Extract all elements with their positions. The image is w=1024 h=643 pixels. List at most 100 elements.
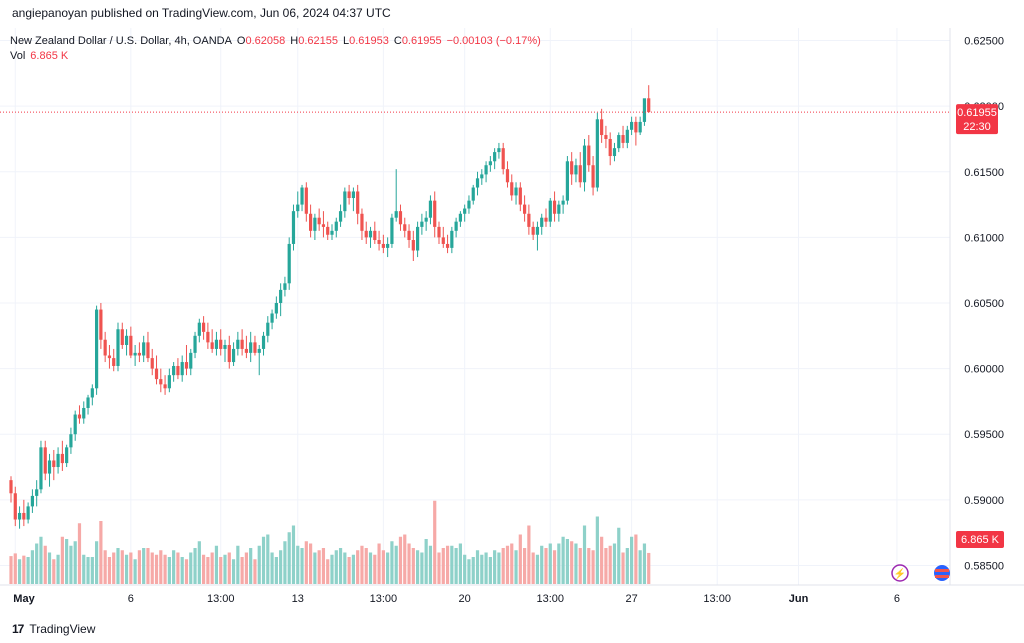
candle-body[interactable]: [163, 384, 167, 389]
event-icon[interactable]: [891, 564, 909, 582]
candle-body[interactable]: [202, 322, 206, 332]
candle-body[interactable]: [535, 226, 540, 235]
candle-body[interactable]: [17, 512, 22, 520]
candle-body[interactable]: [617, 135, 621, 149]
candle-body[interactable]: [557, 204, 561, 214]
candle-body[interactable]: [52, 460, 56, 468]
candle-body[interactable]: [270, 313, 274, 323]
candle-body[interactable]: [570, 161, 574, 175]
candle-body[interactable]: [638, 121, 642, 133]
candle-body[interactable]: [189, 352, 193, 369]
candle-body[interactable]: [309, 213, 313, 231]
candle-body[interactable]: [386, 243, 390, 248]
candle-body[interactable]: [60, 453, 64, 464]
candle-body[interactable]: [493, 152, 497, 162]
candle-body[interactable]: [291, 211, 296, 244]
candle-body[interactable]: [433, 200, 437, 227]
candle-body[interactable]: [574, 165, 578, 175]
candle-body[interactable]: [334, 221, 338, 231]
candle-body[interactable]: [514, 187, 518, 196]
candle-body[interactable]: [505, 169, 510, 183]
candle-body[interactable]: [565, 161, 569, 201]
candle-body[interactable]: [95, 309, 99, 389]
candle-body[interactable]: [167, 375, 171, 389]
candle-body[interactable]: [99, 309, 103, 340]
candle-body[interactable]: [214, 339, 219, 349]
candle-body[interactable]: [249, 342, 253, 353]
candle-body[interactable]: [595, 119, 599, 188]
candle-body[interactable]: [317, 217, 321, 225]
candle-body[interactable]: [172, 365, 176, 376]
candle-body[interactable]: [219, 339, 223, 349]
candle-body[interactable]: [403, 224, 407, 231]
candle-body[interactable]: [261, 335, 266, 349]
chart-area[interactable]: 0.625000.620000.615000.610000.605000.600…: [0, 28, 1024, 613]
candle-body[interactable]: [634, 121, 638, 133]
candle-body[interactable]: [22, 512, 26, 520]
candle-body[interactable]: [142, 342, 146, 356]
candle-body[interactable]: [484, 165, 488, 175]
candle-body[interactable]: [56, 453, 60, 468]
candle-body[interactable]: [630, 121, 634, 130]
candle-body[interactable]: [180, 362, 184, 376]
candle-body[interactable]: [480, 174, 484, 179]
candle-body[interactable]: [368, 230, 373, 238]
candle-body[interactable]: [77, 414, 82, 419]
candle-body[interactable]: [146, 342, 150, 359]
candle-body[interactable]: [124, 335, 129, 345]
candle-body[interactable]: [501, 148, 505, 170]
candle-body[interactable]: [9, 480, 13, 494]
candle-body[interactable]: [244, 348, 248, 353]
candle-body[interactable]: [356, 191, 360, 214]
candle-body[interactable]: [518, 187, 522, 205]
flag-icon[interactable]: [934, 565, 950, 581]
candle-body[interactable]: [437, 226, 441, 238]
candle-body[interactable]: [326, 226, 330, 235]
candle-body[interactable]: [416, 226, 420, 251]
candle-body[interactable]: [73, 414, 77, 435]
candlestick-chart[interactable]: 0.625000.620000.615000.610000.605000.600…: [0, 28, 1024, 613]
candle-body[interactable]: [129, 335, 133, 356]
candle-body[interactable]: [587, 145, 591, 166]
candle-body[interactable]: [411, 240, 415, 251]
candle-body[interactable]: [13, 493, 17, 520]
candle-body[interactable]: [304, 187, 308, 214]
candle-body[interactable]: [450, 230, 454, 248]
candle-body[interactable]: [377, 240, 381, 244]
candle-body[interactable]: [257, 348, 261, 353]
candle-body[interactable]: [240, 339, 244, 349]
candle-body[interactable]: [642, 98, 647, 122]
candle-body[interactable]: [137, 352, 141, 356]
candle-body[interactable]: [544, 217, 548, 222]
candle-body[interactable]: [424, 217, 428, 222]
candle-body[interactable]: [330, 230, 334, 235]
candle-body[interactable]: [475, 178, 480, 188]
candle-body[interactable]: [463, 208, 467, 214]
candle-body[interactable]: [39, 447, 43, 490]
candle-body[interactable]: [467, 200, 471, 209]
candle-body[interactable]: [488, 161, 492, 166]
candle-body[interactable]: [231, 348, 236, 363]
candle-body[interactable]: [69, 434, 73, 448]
candle-body[interactable]: [548, 200, 552, 222]
candle-body[interactable]: [103, 339, 107, 356]
candle-body[interactable]: [458, 213, 462, 222]
candle-body[interactable]: [197, 322, 201, 336]
candle-body[interactable]: [428, 200, 433, 218]
candle-body[interactable]: [471, 187, 475, 201]
candle-body[interactable]: [184, 362, 189, 369]
candle-body[interactable]: [420, 221, 424, 227]
candle-body[interactable]: [120, 329, 124, 345]
candle-body[interactable]: [150, 358, 154, 369]
candle-body[interactable]: [364, 230, 368, 238]
candle-body[interactable]: [321, 224, 326, 227]
candle-body[interactable]: [600, 119, 604, 136]
candle-body[interactable]: [116, 329, 120, 366]
candle-body[interactable]: [351, 191, 355, 199]
candle-body[interactable]: [381, 243, 385, 248]
candle-body[interactable]: [253, 342, 257, 353]
candle-body[interactable]: [279, 289, 283, 303]
candle-body[interactable]: [561, 200, 565, 205]
candle-body[interactable]: [360, 213, 364, 231]
candle-body[interactable]: [523, 204, 527, 214]
